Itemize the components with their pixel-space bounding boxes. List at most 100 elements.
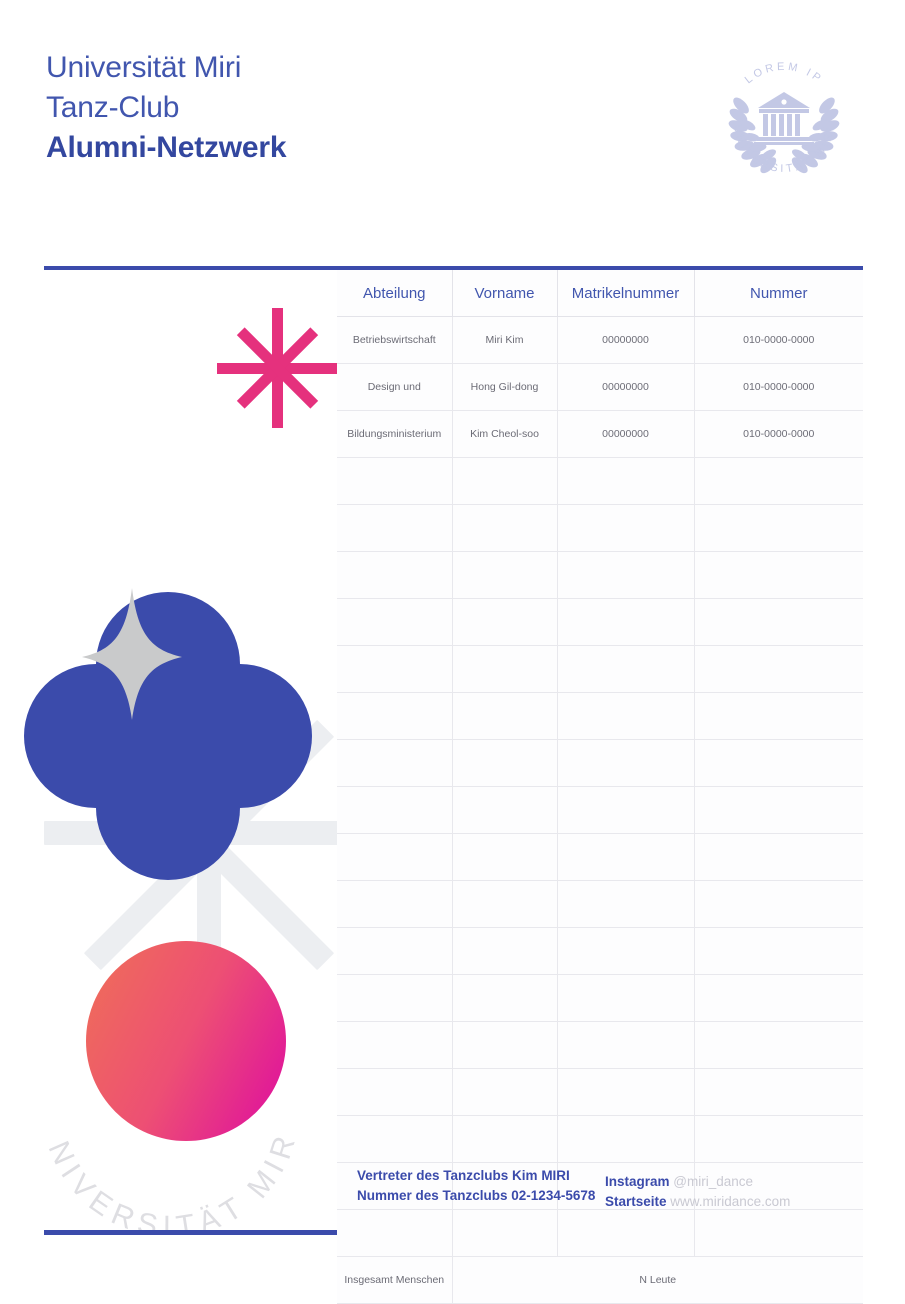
empty-cell[interactable] (557, 504, 695, 552)
total-row[interactable]: Insgesamt Menschen N Leute (337, 1256, 863, 1304)
empty-cell[interactable] (337, 1068, 453, 1116)
empty-cell[interactable] (557, 974, 695, 1022)
empty-cell[interactable] (337, 645, 453, 693)
empty-cell[interactable] (452, 739, 558, 787)
empty-cell[interactable] (452, 1115, 558, 1163)
cell-vorname[interactable]: Hong Gil-dong (452, 363, 558, 411)
table-row[interactable]: Design und Hong Gil-dong 00000000 010-00… (337, 363, 863, 411)
homepage-value[interactable]: www.miridance.com (670, 1193, 791, 1209)
empty-cell[interactable] (337, 1162, 453, 1210)
empty-cell[interactable] (557, 551, 695, 599)
empty-cell[interactable] (557, 1115, 695, 1163)
empty-cell[interactable] (694, 1209, 863, 1257)
empty-cell[interactable] (694, 598, 863, 646)
empty-cell[interactable] (557, 1068, 695, 1116)
table-empty-row[interactable] (337, 786, 863, 834)
cell-abteilung[interactable]: Betriebswirtschaft (337, 316, 453, 364)
empty-cell[interactable] (452, 692, 558, 740)
table-empty-row[interactable] (337, 598, 863, 646)
table-empty-row[interactable] (337, 880, 863, 928)
empty-cell[interactable] (557, 880, 695, 928)
empty-cell[interactable] (557, 1209, 695, 1257)
table-row[interactable]: Betriebswirtschaft Miri Kim 00000000 010… (337, 316, 863, 364)
empty-cell[interactable] (337, 551, 453, 599)
empty-cell[interactable] (337, 927, 453, 975)
empty-cell[interactable] (557, 739, 695, 787)
empty-cell[interactable] (337, 457, 453, 505)
empty-cell[interactable] (694, 739, 863, 787)
empty-cell[interactable] (452, 504, 558, 552)
cell-nummer[interactable]: 010-0000-0000 (694, 316, 863, 364)
empty-cell[interactable] (452, 833, 558, 881)
empty-cell[interactable] (557, 1162, 695, 1210)
empty-cell[interactable] (694, 551, 863, 599)
empty-cell[interactable] (694, 880, 863, 928)
cell-nummer[interactable]: 010-0000-0000 (694, 363, 863, 411)
cell-matrikelnummer[interactable]: 00000000 (557, 363, 695, 411)
column-header-matrikelnummer[interactable]: Matrikelnummer (557, 270, 695, 317)
empty-cell[interactable] (557, 786, 695, 834)
empty-cell[interactable] (557, 645, 695, 693)
empty-cell[interactable] (694, 833, 863, 881)
empty-cell[interactable] (694, 457, 863, 505)
table-empty-row[interactable] (337, 974, 863, 1022)
empty-cell[interactable] (452, 1021, 558, 1069)
empty-cell[interactable] (694, 504, 863, 552)
table-empty-row[interactable] (337, 1115, 863, 1163)
empty-cell[interactable] (557, 692, 695, 740)
empty-cell[interactable] (452, 457, 558, 505)
cell-vorname[interactable]: Kim Cheol-soo (452, 410, 558, 458)
cell-matrikelnummer[interactable]: 00000000 (557, 410, 695, 458)
table-row[interactable]: Bildungsministerium Kim Cheol-soo 000000… (337, 410, 863, 458)
empty-cell[interactable] (337, 786, 453, 834)
empty-cell[interactable] (337, 1115, 453, 1163)
empty-cell[interactable] (557, 457, 695, 505)
empty-cell[interactable] (694, 1068, 863, 1116)
empty-cell[interactable] (694, 786, 863, 834)
empty-cell[interactable] (337, 1021, 453, 1069)
table-empty-row[interactable] (337, 739, 863, 787)
empty-cell[interactable] (337, 739, 453, 787)
empty-cell[interactable] (337, 974, 453, 1022)
total-value-cell[interactable]: N Leute (452, 1256, 863, 1304)
empty-cell[interactable] (557, 927, 695, 975)
table-empty-row[interactable] (337, 692, 863, 740)
column-header-abteilung[interactable]: Abteilung (337, 270, 453, 317)
instagram-value[interactable]: @miri_dance (673, 1174, 754, 1189)
cell-vorname[interactable]: Miri Kim (452, 316, 558, 364)
table-empty-row[interactable] (337, 457, 863, 505)
column-header-vorname[interactable]: Vorname (452, 270, 558, 317)
table-empty-row[interactable] (337, 1209, 863, 1257)
empty-cell[interactable] (452, 927, 558, 975)
table-empty-row[interactable] (337, 645, 863, 693)
empty-cell[interactable] (694, 974, 863, 1022)
table-empty-row[interactable] (337, 1068, 863, 1116)
empty-cell[interactable] (452, 1162, 558, 1210)
cell-nummer[interactable]: 010-0000-0000 (694, 410, 863, 458)
empty-cell[interactable] (452, 598, 558, 646)
empty-cell[interactable] (694, 692, 863, 740)
empty-cell[interactable] (557, 598, 695, 646)
empty-cell[interactable] (694, 645, 863, 693)
empty-cell[interactable] (694, 927, 863, 975)
empty-cell[interactable] (337, 1209, 453, 1257)
empty-cell[interactable] (337, 504, 453, 552)
table-empty-row[interactable] (337, 833, 863, 881)
table-empty-row[interactable] (337, 551, 863, 599)
empty-cell[interactable] (452, 974, 558, 1022)
cell-abteilung[interactable]: Bildungsministerium (337, 410, 453, 458)
table-empty-row[interactable] (337, 1021, 863, 1069)
table-empty-row[interactable] (337, 927, 863, 975)
empty-cell[interactable] (337, 880, 453, 928)
empty-cell[interactable] (694, 1115, 863, 1163)
cell-abteilung[interactable]: Design und (337, 363, 453, 411)
empty-cell[interactable] (557, 1021, 695, 1069)
table-empty-row[interactable] (337, 504, 863, 552)
table-empty-row[interactable] (337, 1162, 863, 1210)
empty-cell[interactable] (694, 1162, 863, 1210)
empty-cell[interactable] (694, 1021, 863, 1069)
column-header-nummer[interactable]: Nummer (694, 270, 863, 317)
empty-cell[interactable] (452, 786, 558, 834)
empty-cell[interactable] (337, 692, 453, 740)
empty-cell[interactable] (452, 1068, 558, 1116)
